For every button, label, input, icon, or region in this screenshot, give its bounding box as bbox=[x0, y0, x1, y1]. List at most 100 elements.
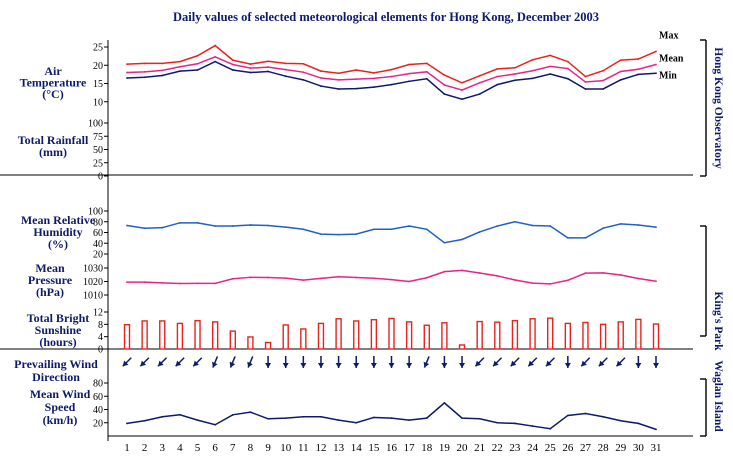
mean_pressure-point bbox=[320, 277, 322, 280]
x-tick-label: 24 bbox=[527, 442, 539, 454]
x-tick-label: 29 bbox=[615, 442, 627, 454]
mean_pressure-tick-label: 1020 bbox=[83, 277, 103, 288]
mean_wind_speed-point bbox=[637, 422, 640, 425]
legend-min: Min bbox=[659, 70, 677, 81]
air_temperature-point bbox=[372, 77, 375, 80]
mean_pressure-point bbox=[302, 279, 305, 282]
air_temperature-point bbox=[249, 63, 252, 66]
x-tick-label: 12 bbox=[315, 442, 326, 454]
mean_relative_humidity-point bbox=[602, 227, 604, 230]
mean_pressure-point bbox=[461, 269, 463, 272]
chart-title: Daily values of selected meteorological … bbox=[173, 10, 599, 24]
mean_wind_speed-point bbox=[496, 421, 499, 424]
air_temperature-point bbox=[320, 70, 322, 72]
mean_relative_humidity-point bbox=[514, 220, 516, 223]
x-tick-label: 11 bbox=[298, 442, 309, 454]
mean_pressure-point bbox=[425, 276, 428, 279]
mean_pressure-point bbox=[390, 278, 393, 281]
sunshine-bar bbox=[476, 320, 483, 350]
mean_pressure-label: Mean Pressure (hPa) bbox=[28, 261, 73, 299]
mean_relative_humidity-point bbox=[214, 225, 217, 227]
mean_pressure-point bbox=[355, 276, 358, 279]
wind-arrow bbox=[335, 356, 342, 368]
mean_relative_humidity-point bbox=[584, 236, 587, 239]
mean_pressure-tick-label: 1030 bbox=[83, 264, 103, 275]
wind-arrow bbox=[474, 357, 485, 367]
sunshine-bar bbox=[423, 324, 430, 350]
air_temperature-point bbox=[584, 88, 587, 90]
air_temperature-point bbox=[196, 62, 199, 65]
air_temperature-point bbox=[584, 75, 587, 78]
air_temperature-point bbox=[566, 60, 569, 63]
wind-arrow bbox=[157, 357, 168, 367]
sunshine-bar bbox=[511, 319, 519, 350]
air_temperature-point bbox=[514, 79, 516, 82]
mean_wind_speed-point bbox=[249, 411, 252, 414]
air_temperature-point bbox=[637, 58, 640, 60]
station-bracket bbox=[700, 39, 707, 177]
wind-arrow bbox=[423, 356, 430, 368]
mean_relative_humidity-series-line bbox=[126, 220, 657, 244]
wind-arrow bbox=[139, 357, 150, 367]
x-tick-label: 28 bbox=[598, 442, 610, 454]
wind-arrow bbox=[282, 356, 289, 368]
air_temperature-point bbox=[549, 54, 552, 57]
sunshine-bar bbox=[652, 323, 660, 350]
air_temperature-point bbox=[196, 69, 199, 71]
mean_wind_speed-point bbox=[161, 415, 164, 418]
wind-arrow bbox=[192, 357, 203, 367]
wind-arrow bbox=[175, 357, 185, 367]
air_temperature-tick-label: 25 bbox=[93, 43, 103, 54]
mean_pressure-point bbox=[408, 280, 411, 283]
air_temperature-point bbox=[267, 66, 269, 68]
x-tick-label: 2 bbox=[142, 442, 148, 454]
air_temperature-point bbox=[566, 77, 569, 80]
mean_pressure-point bbox=[566, 279, 569, 282]
x-tick-label: 21 bbox=[474, 442, 485, 454]
mean_pressure-point bbox=[496, 274, 499, 277]
air_temperature-point bbox=[514, 66, 516, 69]
wind-arrow bbox=[122, 357, 132, 367]
mean_wind_speed-point bbox=[566, 414, 569, 417]
air_temperature-point bbox=[284, 62, 287, 65]
air_temperature-point bbox=[231, 69, 234, 71]
mean_relative_humidity-tick-label: 100 bbox=[88, 207, 103, 218]
x-tick-label: 19 bbox=[439, 442, 451, 454]
air_temperature-point bbox=[478, 81, 481, 84]
mean_pressure-point bbox=[249, 276, 252, 279]
air_temperature-point bbox=[249, 71, 252, 74]
wind-arrow bbox=[598, 357, 608, 367]
wind-arrow bbox=[527, 357, 538, 367]
air_temperature-point bbox=[179, 60, 181, 63]
x-tick-label: 7 bbox=[230, 442, 236, 454]
air_temperature-point bbox=[143, 76, 146, 79]
air_temperature-point bbox=[425, 77, 428, 80]
air_temperature-point bbox=[602, 69, 604, 72]
x-tick-label: 15 bbox=[368, 442, 380, 454]
mean_wind_speed-tick-label: 40 bbox=[93, 405, 103, 416]
mean_wind_speed-point bbox=[584, 412, 587, 415]
air_temperature-point bbox=[390, 68, 393, 71]
wind-arrow bbox=[441, 356, 448, 368]
sunshine-bar bbox=[335, 318, 342, 350]
wind-arrow bbox=[459, 356, 466, 368]
air_temperature-point bbox=[161, 69, 164, 72]
x-tick-label: 8 bbox=[248, 442, 254, 454]
air_temperature-point bbox=[425, 70, 428, 73]
mean_relative_humidity-point bbox=[390, 228, 393, 231]
wind-arrow bbox=[212, 356, 219, 368]
data-marks bbox=[122, 44, 660, 431]
air_temperature-point bbox=[355, 78, 358, 81]
air_temperature-point bbox=[143, 70, 146, 73]
sunshine-bar bbox=[370, 319, 378, 350]
sunshine-bar bbox=[282, 324, 289, 350]
air_temperature-point bbox=[320, 85, 322, 87]
air_temperature-point bbox=[249, 67, 252, 70]
station-label: King's Park bbox=[712, 291, 724, 351]
sunshine-bar bbox=[582, 321, 589, 350]
air_temperature-point bbox=[267, 60, 269, 63]
air_temperature-point bbox=[214, 60, 217, 63]
mean_wind_speed-point bbox=[531, 425, 534, 427]
mean_relative_humidity-point bbox=[249, 224, 252, 226]
mean_wind_speed-point bbox=[267, 417, 269, 420]
